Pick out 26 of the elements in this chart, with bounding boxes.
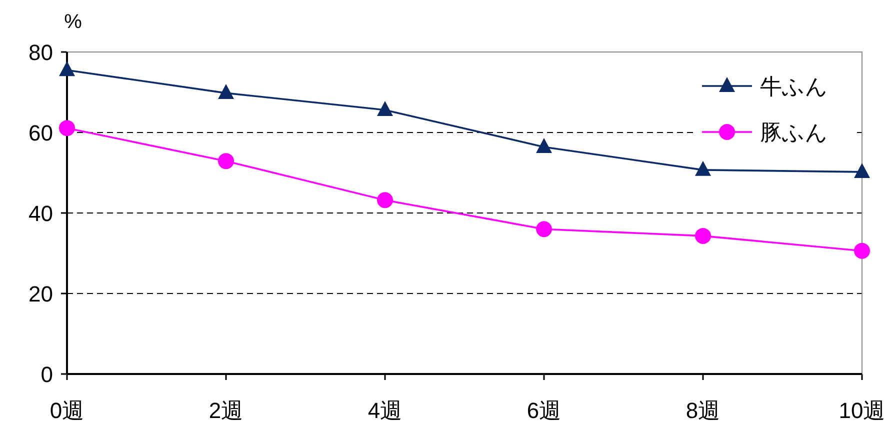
- point: [536, 138, 552, 153]
- x-tick-label: 4週: [368, 398, 402, 423]
- x-tick-label: 2週: [208, 398, 244, 423]
- x-tick-label: 8週: [686, 398, 720, 423]
- point: [854, 162, 870, 178]
- x-tick-label: 0週: [50, 398, 84, 423]
- point: [59, 120, 75, 136]
- point: [377, 192, 393, 208]
- y-tick-label: 80: [28, 40, 53, 65]
- legend-label: 豚ふん: [760, 120, 828, 145]
- point: [218, 84, 234, 100]
- y-tick-label: 60: [28, 120, 53, 146]
- point: [854, 242, 870, 259]
- point: [377, 100, 393, 116]
- point: [218, 153, 234, 170]
- y-axis-title: %: [64, 11, 82, 33]
- point: [536, 221, 552, 238]
- y-tick-label: 40: [28, 201, 53, 226]
- x-tick-label: 6週: [526, 398, 562, 423]
- point: [59, 61, 75, 76]
- point: [695, 228, 711, 244]
- legend-label: 牛ふん: [760, 74, 828, 99]
- y-tick-label: 20: [28, 282, 53, 306]
- y-tick-label: 0: [40, 362, 53, 387]
- point: [695, 160, 711, 176]
- x-tick-label: 10週: [838, 398, 886, 423]
